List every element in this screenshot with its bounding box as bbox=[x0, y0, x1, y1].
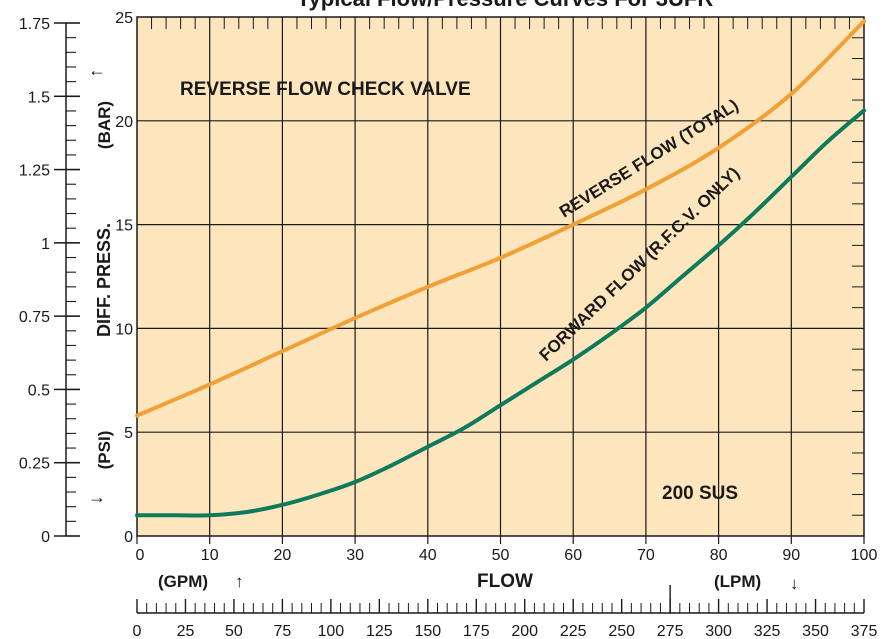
x-axis-label: FLOW bbox=[477, 571, 533, 592]
x-tick-label: 60 bbox=[564, 547, 582, 564]
arrow-left-icon: ← bbox=[88, 60, 106, 80]
y-axis-ticks: 0 5 10 15 20 25 bbox=[115, 10, 133, 546]
grid-lines bbox=[137, 17, 864, 536]
bar-tick-label: 0.5 bbox=[28, 382, 50, 399]
x-tick-label: 0 bbox=[136, 547, 145, 564]
bar-tick-label: 0.25 bbox=[19, 456, 50, 473]
y-tick-label: 15 bbox=[115, 218, 133, 235]
x-unit-gpm: (GPM) bbox=[158, 572, 208, 591]
x-tick-label: 50 bbox=[492, 547, 510, 564]
bar-tick-label: 0 bbox=[41, 529, 50, 546]
x-tick-label: 90 bbox=[782, 547, 800, 564]
y-tick-label: 20 bbox=[115, 114, 133, 131]
lpm-tick-label: 275 bbox=[657, 623, 684, 639]
chart-title: Typical Flow/Pressure Curves For 3UFR bbox=[297, 0, 714, 11]
lpm-scale: 0 25 50 75 100 125 150 175 200 225 250 275 300 325 350… bbox=[133, 585, 878, 639]
lpm-tick-label: 325 bbox=[754, 623, 781, 639]
lpm-tick-label: 75 bbox=[274, 623, 292, 639]
arrow-right-icon: → bbox=[88, 487, 106, 507]
annotation-label: REVERSE FLOW CHECK VALVE bbox=[180, 79, 471, 100]
y-unit-bar: (BAR) bbox=[95, 101, 114, 149]
lpm-tick-label: 375 bbox=[851, 623, 878, 639]
lpm-tick-label: 125 bbox=[366, 623, 393, 639]
x-tick-label: 40 bbox=[419, 547, 437, 564]
series-line-1 bbox=[135, 108, 866, 518]
bar-tick-label: 1.5 bbox=[28, 89, 50, 106]
bar-tick-label: 1.75 bbox=[19, 16, 50, 33]
right-tick-marks bbox=[852, 37, 864, 516]
lpm-tick-label: 175 bbox=[463, 623, 490, 639]
lpm-tick-label: 50 bbox=[225, 623, 243, 639]
y-tick-label: 10 bbox=[115, 321, 133, 338]
top-tick-marks bbox=[151, 17, 850, 29]
lpm-tick-label: 0 bbox=[133, 623, 142, 639]
series-layer bbox=[135, 19, 866, 518]
lpm-tick-label: 300 bbox=[705, 623, 732, 639]
x-tick-label: 30 bbox=[346, 547, 364, 564]
viscosity-label: 200 SUS bbox=[662, 483, 738, 504]
x-tick-label: 70 bbox=[637, 547, 655, 564]
x-tick-label: 20 bbox=[274, 547, 292, 564]
lpm-tick-label: 100 bbox=[318, 623, 345, 639]
x-tick-label: 80 bbox=[710, 547, 728, 564]
y-tick-label: 5 bbox=[124, 425, 133, 442]
lpm-tick-label: 25 bbox=[177, 623, 195, 639]
y-tick-label: 25 bbox=[115, 10, 133, 27]
x-axis-ticks: 0 10 20 30 40 50 60 70 80 90 100 bbox=[136, 536, 878, 564]
x-tick-label: 10 bbox=[201, 547, 219, 564]
series-line-0 bbox=[135, 19, 866, 418]
y-axis-label: DIFF. PRESS. bbox=[94, 223, 114, 337]
x-unit-lpm: (LPM) bbox=[714, 572, 761, 591]
arrow-down-icon: ↓ bbox=[790, 574, 799, 593]
lpm-tick-label: 350 bbox=[802, 623, 829, 639]
lpm-tick-label: 200 bbox=[511, 623, 538, 639]
y-tick-label: 0 bbox=[124, 529, 133, 546]
arrow-up-icon: ↑ bbox=[235, 572, 244, 591]
y-unit-psi: (PSI) bbox=[95, 431, 114, 470]
lpm-tick-label: 250 bbox=[608, 623, 635, 639]
lpm-tick-label: 150 bbox=[414, 623, 441, 639]
x-tick-label: 100 bbox=[851, 547, 878, 564]
bar-tick-label: 1.25 bbox=[19, 163, 50, 180]
bar-scale: 0 0.25 0.5 0.75 1 1.25 1.5 1.75 bbox=[19, 16, 80, 546]
bar-tick-label: 1 bbox=[41, 236, 50, 253]
bar-tick-label: 0.75 bbox=[19, 309, 50, 326]
lpm-tick-label: 225 bbox=[560, 623, 587, 639]
